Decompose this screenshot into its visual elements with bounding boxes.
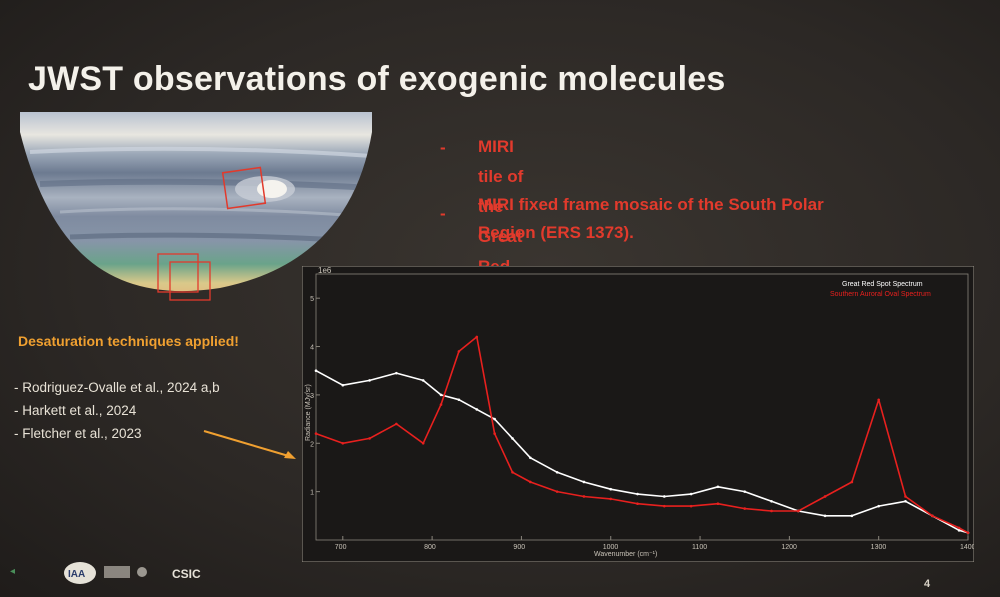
data-point	[395, 422, 398, 426]
data-point	[663, 495, 666, 498]
y-tick-label: 3	[310, 393, 314, 400]
x-axis-label: Wavenumber (cm⁻¹)	[594, 551, 657, 558]
arrow-icon	[203, 430, 296, 459]
reference-item: - Fletcher et al., 2023	[14, 426, 142, 441]
data-point	[823, 495, 827, 498]
institute-logo	[104, 566, 130, 578]
x-tick-label: 1400	[960, 544, 974, 551]
data-point	[904, 500, 907, 503]
x-tick-label: 1100	[692, 544, 707, 551]
data-point	[743, 507, 747, 510]
series-line-southern-auroral-oval	[315, 336, 969, 534]
slide-title: JWST observations of exogenic molecules	[28, 60, 726, 98]
data-point	[877, 504, 880, 508]
legend-entry-grs: Great Red Spot Spectrum	[842, 281, 923, 288]
data-point	[636, 502, 639, 506]
data-point	[877, 398, 880, 402]
bullet-dash: -	[440, 204, 446, 223]
y-tick-label: 4	[310, 345, 314, 352]
data-point	[457, 398, 461, 402]
iaa-logo-text: IAA	[68, 569, 85, 580]
data-point	[395, 371, 398, 375]
legend-entry-aurora: Southern Auroral Oval Spectrum	[830, 291, 931, 298]
data-point	[341, 383, 345, 387]
data-point	[493, 417, 496, 421]
data-point	[511, 437, 514, 440]
data-point	[421, 379, 425, 382]
csic-logo: CSIC	[172, 567, 201, 581]
data-point	[850, 514, 854, 518]
scale-label: 1e6	[318, 266, 332, 275]
data-point	[439, 393, 443, 397]
reference-list: - Rodriguez-Ovalle et al., 2024 a,b - Ha…	[14, 380, 220, 449]
jupiter-image	[20, 112, 372, 301]
x-tick-label: 1200	[781, 544, 797, 551]
data-point	[529, 456, 532, 460]
data-point	[966, 531, 970, 535]
bullet-text-line2: Region (ERS 1373).	[478, 223, 634, 242]
data-point	[475, 408, 479, 411]
y-axis-label: Radiance (MJy/sr)	[305, 384, 312, 441]
data-point	[904, 495, 907, 498]
bullet-dash: -	[440, 138, 446, 157]
reference-item: - Rodriguez-Ovalle et al., 2024 a,b	[14, 380, 220, 395]
data-point	[341, 441, 345, 445]
data-point	[609, 487, 613, 491]
data-point	[475, 335, 479, 339]
data-point	[439, 403, 443, 406]
data-point	[582, 480, 586, 484]
data-point	[314, 369, 318, 373]
data-point	[609, 497, 613, 501]
page-number: 4	[924, 578, 931, 590]
series-line-great-red-spot	[315, 369, 969, 534]
nav-arrow-icon: ◂	[10, 566, 16, 577]
data-point	[582, 495, 586, 498]
data-point	[368, 379, 371, 382]
y-tick-label: 5	[310, 296, 314, 303]
data-point	[930, 514, 934, 518]
x-tick-label: 900	[513, 544, 525, 551]
y-tick-label: 1	[310, 490, 314, 497]
x-tick-label: 1000	[603, 544, 619, 551]
data-point	[850, 480, 854, 484]
data-point	[957, 526, 961, 530]
iaa-logo	[64, 562, 96, 584]
data-point	[636, 492, 639, 496]
spectrum-chart: 1e6 Radiance (MJy/sr) Wavenumber (cm⁻¹) …	[302, 266, 974, 562]
data-point	[689, 492, 693, 496]
data-point	[797, 509, 800, 513]
logos-footer: IAA CSIC	[64, 562, 201, 584]
data-point	[555, 470, 559, 474]
reference-item: - Harkett et al., 2024	[14, 403, 137, 418]
data-point	[529, 480, 532, 484]
data-point	[716, 485, 720, 489]
data-point	[368, 437, 371, 440]
data-point	[770, 509, 773, 513]
data-point	[770, 500, 773, 503]
bullet-text-line1: MIRI fixed frame mosaic of the South Pol…	[478, 195, 824, 214]
data-point	[716, 502, 720, 506]
data-point	[823, 514, 827, 518]
x-tick-label: 700	[335, 544, 347, 551]
x-tick-label: 1300	[871, 544, 887, 551]
data-point	[555, 490, 559, 493]
data-point	[743, 490, 747, 493]
x-tick-label: 800	[424, 544, 436, 551]
data-point	[457, 350, 461, 353]
secondary-logo	[137, 567, 147, 577]
data-point	[493, 432, 496, 435]
desaturation-heading: Desaturation techniques applied!	[18, 333, 239, 349]
data-point	[663, 504, 666, 508]
data-point	[957, 529, 961, 532]
data-point	[421, 441, 425, 445]
data-point	[314, 432, 318, 435]
y-tick-label: 2	[310, 441, 314, 448]
data-point	[511, 470, 514, 474]
data-point	[689, 504, 693, 508]
